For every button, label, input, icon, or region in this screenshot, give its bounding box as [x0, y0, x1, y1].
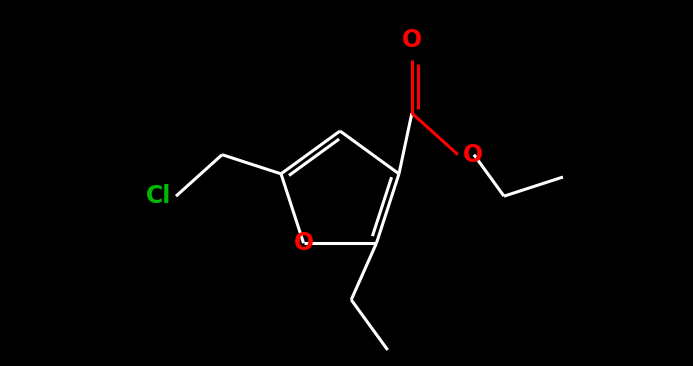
Text: Cl: Cl	[146, 184, 171, 208]
Text: O: O	[463, 143, 483, 167]
Text: O: O	[294, 231, 314, 255]
Text: O: O	[402, 29, 422, 52]
